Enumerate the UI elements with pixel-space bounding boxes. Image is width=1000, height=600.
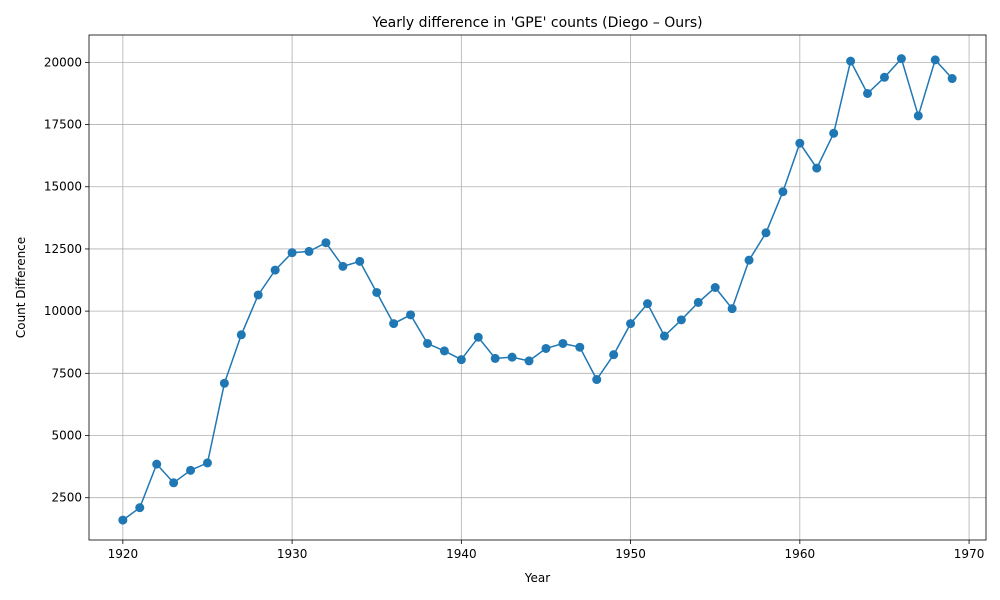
- data-point: [727, 304, 737, 314]
- data-point: [744, 255, 754, 265]
- data-point: [270, 265, 280, 275]
- x-tick-label: 1950: [615, 547, 646, 561]
- x-tick-label: 1930: [277, 547, 308, 561]
- data-point: [524, 356, 534, 366]
- data-point: [304, 246, 314, 256]
- data-point: [930, 55, 940, 65]
- data-point: [169, 478, 179, 488]
- x-tick-label: 1920: [108, 547, 139, 561]
- data-point: [456, 355, 466, 365]
- y-tick-label: 7500: [51, 366, 82, 380]
- data-point: [609, 350, 619, 360]
- series-line: [122, 57, 953, 521]
- data-point: [473, 332, 483, 342]
- y-tick-label: 20000: [44, 55, 82, 69]
- data-point: [558, 338, 568, 348]
- data-point: [338, 261, 348, 271]
- plot-frame: [88, 34, 987, 541]
- data-point: [202, 458, 212, 468]
- data-point: [236, 330, 246, 340]
- data-point: [829, 128, 839, 138]
- data-point: [676, 315, 686, 325]
- data-point: [490, 353, 500, 363]
- chart-title: Yearly difference in 'GPE' counts (Diego…: [371, 15, 702, 31]
- data-point: [355, 256, 365, 266]
- y-tick-label: 5000: [51, 429, 82, 443]
- data-point: [710, 283, 720, 292]
- y-axis-label: Count Difference: [14, 237, 28, 338]
- data-point: [643, 299, 653, 309]
- y-tick-label: 15000: [44, 180, 82, 194]
- data-point: [389, 319, 399, 329]
- data-point: [778, 187, 788, 197]
- y-axis-ticks: 2500 5000 7500 10000 12500 15000 17500 20000: [44, 55, 89, 505]
- x-tick-label: 1970: [954, 547, 985, 561]
- x-axis-ticks: 1920 1930 1940 1950 1960 1970: [108, 540, 985, 561]
- data-point: [186, 465, 196, 475]
- data-point: [118, 515, 128, 525]
- data-point: [863, 88, 873, 98]
- data-point: [812, 163, 822, 173]
- y-tick-label: 2500: [51, 491, 82, 505]
- data-point: [152, 459, 162, 469]
- data-point: [913, 111, 923, 121]
- data-point: [795, 138, 805, 148]
- data-point: [135, 503, 145, 513]
- y-tick-label: 17500: [44, 118, 82, 132]
- data-point: [406, 310, 416, 320]
- data-point: [626, 319, 636, 329]
- data-point: [693, 297, 703, 307]
- data-point: [321, 238, 331, 248]
- data-point: [947, 74, 957, 84]
- data-point: [879, 72, 889, 82]
- data-point: [372, 287, 382, 297]
- data-point: [219, 378, 229, 388]
- data-point: [439, 346, 449, 356]
- x-tick-label: 1940: [446, 547, 477, 561]
- x-tick-label: 1960: [785, 547, 816, 561]
- data-point: [659, 331, 669, 341]
- y-tick-label: 10000: [44, 304, 82, 318]
- data-point: [592, 375, 602, 385]
- data-point: [575, 342, 585, 352]
- data-point: [761, 228, 771, 238]
- data-point: [422, 338, 432, 348]
- x-axis-label: Year: [524, 571, 550, 585]
- data-point: [253, 290, 263, 300]
- data-point: [541, 343, 551, 353]
- data-point: [896, 54, 906, 64]
- series-markers: [118, 54, 957, 525]
- data-point: [507, 352, 517, 362]
- data-point: [846, 56, 856, 66]
- y-tick-label: 12500: [44, 242, 82, 256]
- data-point: [287, 248, 297, 258]
